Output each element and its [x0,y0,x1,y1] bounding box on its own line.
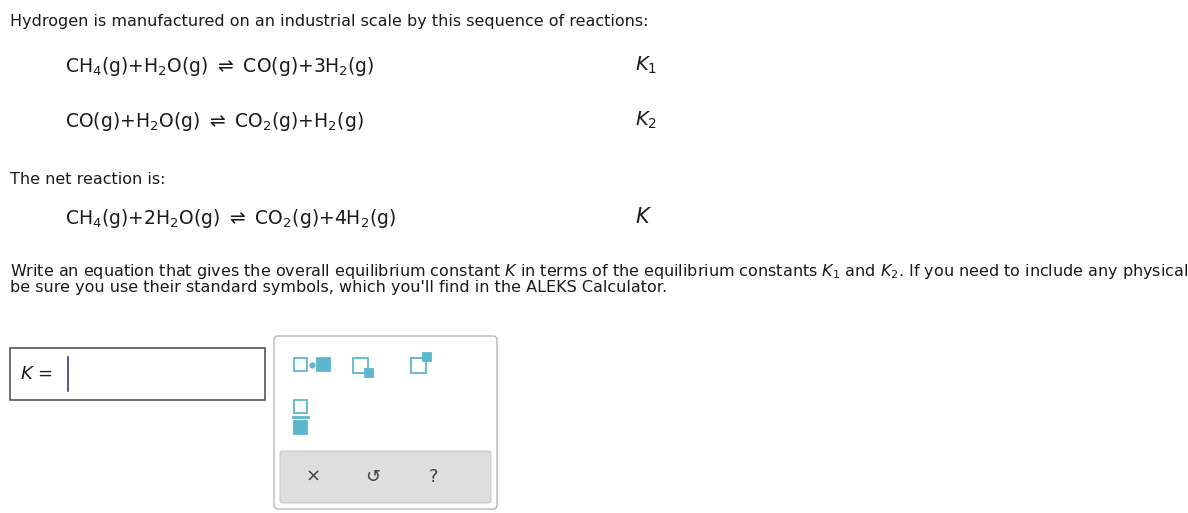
FancyBboxPatch shape [274,336,497,509]
Text: CO(g)+H$_2$O(g) $\rightleftharpoons$ CO$_2$(g)+H$_2$(g): CO(g)+H$_2$O(g) $\rightleftharpoons$ CO$… [65,110,364,133]
Text: Hydrogen is manufactured on an industrial scale by this sequence of reactions:: Hydrogen is manufactured on an industria… [10,14,649,29]
Bar [353,358,368,373]
Text: ?: ? [428,468,437,486]
Bar [10,348,265,400]
Text: Write an equation that gives the overall equilibrium constant $K$ in terms of th: Write an equation that gives the overall… [10,262,1188,281]
Text: The net reaction is:: The net reaction is: [10,172,165,187]
Bar [317,358,330,371]
Text: $K$ =: $K$ = [20,365,52,383]
Bar [293,358,307,371]
Bar [293,421,307,434]
Bar [411,358,426,373]
Text: be sure you use their standard symbols, which you'll find in the ALEKS Calculato: be sure you use their standard symbols, … [10,280,668,295]
Text: CH$_4$(g)+H$_2$O(g) $\rightleftharpoons$ CO(g)+3H$_2$(g): CH$_4$(g)+H$_2$O(g) $\rightleftharpoons$… [65,55,374,78]
Text: CH$_4$(g)+2H$_2$O(g) $\rightleftharpoons$ CO$_2$(g)+4H$_2$(g): CH$_4$(g)+2H$_2$O(g) $\rightleftharpoons… [65,207,396,230]
Bar [293,400,307,413]
Bar [365,369,373,377]
FancyBboxPatch shape [280,451,491,503]
Text: ↺: ↺ [366,468,380,486]
Text: $K$: $K$ [636,207,652,227]
Text: $K_2$: $K_2$ [636,110,657,131]
Bar [423,353,431,361]
Text: ×: × [305,468,321,486]
Text: $K_1$: $K_1$ [636,55,657,76]
